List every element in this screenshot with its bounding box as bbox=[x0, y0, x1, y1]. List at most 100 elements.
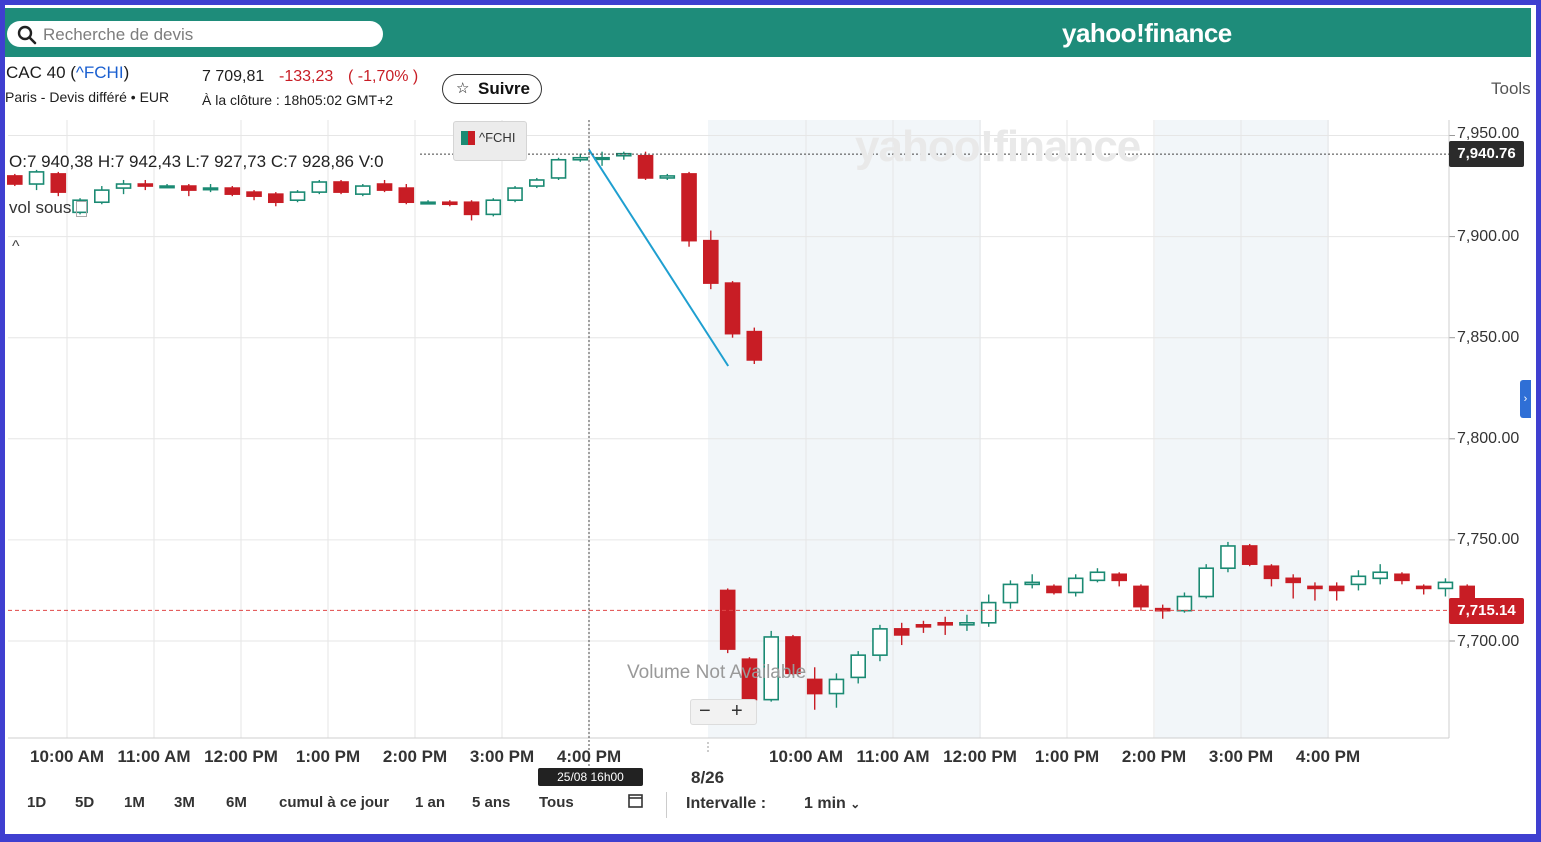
candle-up bbox=[159, 185, 175, 189]
candle-down bbox=[1046, 585, 1062, 594]
candle-down bbox=[246, 191, 262, 197]
candle-down bbox=[1328, 585, 1345, 592]
date-separator-label: 8/26 bbox=[691, 768, 725, 787]
candle-down bbox=[893, 628, 910, 636]
candle-down bbox=[1307, 585, 1323, 590]
candle-up bbox=[1372, 571, 1388, 580]
quote-change: -133,23 bbox=[279, 68, 334, 85]
range-6m[interactable]: 6M bbox=[226, 794, 247, 811]
candle-up bbox=[850, 654, 867, 679]
candle-up bbox=[94, 189, 110, 204]
candle-down bbox=[441, 201, 458, 206]
candle-down bbox=[181, 185, 197, 191]
candle-up bbox=[1220, 545, 1236, 570]
candle-down bbox=[1133, 585, 1149, 608]
candle-up bbox=[507, 187, 523, 202]
candle-down bbox=[376, 183, 393, 191]
volume-study-label[interactable]: vol sous bbox=[9, 198, 88, 218]
quote-change-percent: ( -1,70% ) bbox=[348, 68, 419, 85]
candle-down bbox=[1285, 577, 1301, 584]
range-ytd[interactable]: cumul à ce jour bbox=[279, 794, 390, 811]
candle-up bbox=[550, 158, 567, 179]
quote-symbol-link[interactable]: ^FCHI bbox=[75, 63, 124, 82]
candle-up bbox=[485, 199, 502, 216]
study-settings-icon[interactable] bbox=[76, 200, 88, 217]
x-tick-label: 10:00 AM bbox=[768, 747, 844, 766]
range-1d[interactable]: 1D bbox=[27, 794, 47, 811]
candle-down bbox=[637, 154, 654, 179]
interval-label: Intervalle : bbox=[686, 795, 767, 812]
candle-down bbox=[1394, 573, 1410, 582]
tools-link[interactable]: Tools bbox=[1491, 79, 1531, 98]
candle-up bbox=[420, 201, 436, 205]
interval-select[interactable]: 1 min ⌄ bbox=[804, 795, 861, 812]
candle-up bbox=[1024, 581, 1040, 586]
symbol-tag-label: ^FCHI bbox=[479, 130, 516, 145]
follow-button[interactable]: ☆ Suivre bbox=[442, 74, 542, 104]
zoom-in-button[interactable]: + bbox=[731, 700, 743, 722]
candle-down bbox=[702, 239, 719, 284]
candle-up bbox=[354, 185, 371, 195]
candle-up bbox=[1437, 581, 1454, 590]
candle-up bbox=[28, 171, 45, 185]
candle-up bbox=[1350, 575, 1367, 586]
candle-down bbox=[7, 175, 23, 185]
candle-down bbox=[137, 183, 154, 187]
candle-down bbox=[724, 282, 741, 335]
crosshair-price-badge: 7,940.76 bbox=[1449, 141, 1524, 167]
candle-down bbox=[719, 589, 736, 650]
candle-down bbox=[785, 636, 801, 675]
candle-up bbox=[594, 156, 610, 161]
candle-down bbox=[463, 201, 480, 216]
premarket-shade bbox=[708, 120, 981, 738]
x-tick-label: 12:00 PM bbox=[204, 747, 278, 766]
candle-up bbox=[1002, 583, 1019, 604]
candle-up bbox=[528, 179, 545, 187]
follow-label: Suivre bbox=[478, 79, 530, 98]
candle-up bbox=[1089, 571, 1106, 582]
candle-down bbox=[50, 173, 67, 193]
y-tick: 7,750.00 bbox=[1457, 531, 1520, 548]
candle-up bbox=[872, 628, 888, 656]
search-input[interactable]: Recherche de devis bbox=[43, 25, 194, 44]
y-tick: 7,850.00 bbox=[1457, 329, 1520, 346]
candle-down bbox=[1154, 607, 1171, 612]
candle-up bbox=[1067, 577, 1084, 594]
crosshair-date-badge: 25/08 16h00 bbox=[538, 768, 643, 786]
quote-name: CAC 40 (^FCHI) bbox=[6, 63, 130, 82]
x-tick-label: 1:00 PM bbox=[1034, 747, 1100, 766]
volume-not-available: Volume Not Available bbox=[627, 662, 807, 683]
range-1m[interactable]: 1M bbox=[124, 794, 145, 811]
candle-up bbox=[959, 622, 975, 626]
candle-down bbox=[1111, 573, 1127, 582]
candle-up bbox=[659, 175, 676, 179]
y-tick: 7,800.00 bbox=[1457, 430, 1520, 447]
candle-up bbox=[289, 191, 306, 202]
ohlc-readout: O:7 940,38 H:7 942,43 L:7 927,73 C:7 928… bbox=[9, 152, 384, 171]
zoom-out-button[interactable]: − bbox=[699, 700, 711, 722]
candle-down bbox=[267, 193, 284, 204]
calendar-icon[interactable] bbox=[628, 793, 643, 812]
star-icon: ☆ bbox=[456, 80, 470, 97]
last-price-badge: 7,715.14 bbox=[1449, 598, 1524, 624]
expand-panel-chevron-icon[interactable]: › bbox=[1520, 380, 1531, 418]
x-tick-label: 4:00 PM bbox=[1295, 747, 1361, 766]
candle-up bbox=[1176, 595, 1193, 612]
collapse-chevron-icon[interactable]: ^ bbox=[12, 238, 20, 255]
candle-up bbox=[572, 156, 589, 161]
range-all[interactable]: Tous bbox=[539, 794, 574, 811]
candle-up bbox=[828, 678, 845, 695]
range-5y[interactable]: 5 ans bbox=[472, 794, 511, 811]
y-tick: 7,900.00 bbox=[1457, 228, 1520, 245]
candle-up bbox=[1198, 567, 1214, 598]
symbol-tag[interactable]: ^FCHI bbox=[453, 121, 527, 161]
quote-exchange: Paris - Devis différé • EUR bbox=[5, 89, 170, 105]
yahoo-finance-logo[interactable]: yahoo!finance bbox=[1062, 18, 1232, 48]
search-box[interactable]: Recherche de devis bbox=[7, 21, 383, 47]
candle-down bbox=[333, 181, 349, 193]
range-1y[interactable]: 1 an bbox=[415, 794, 446, 811]
range-5d[interactable]: 5D bbox=[75, 794, 95, 811]
range-3m[interactable]: 3M bbox=[174, 794, 195, 811]
